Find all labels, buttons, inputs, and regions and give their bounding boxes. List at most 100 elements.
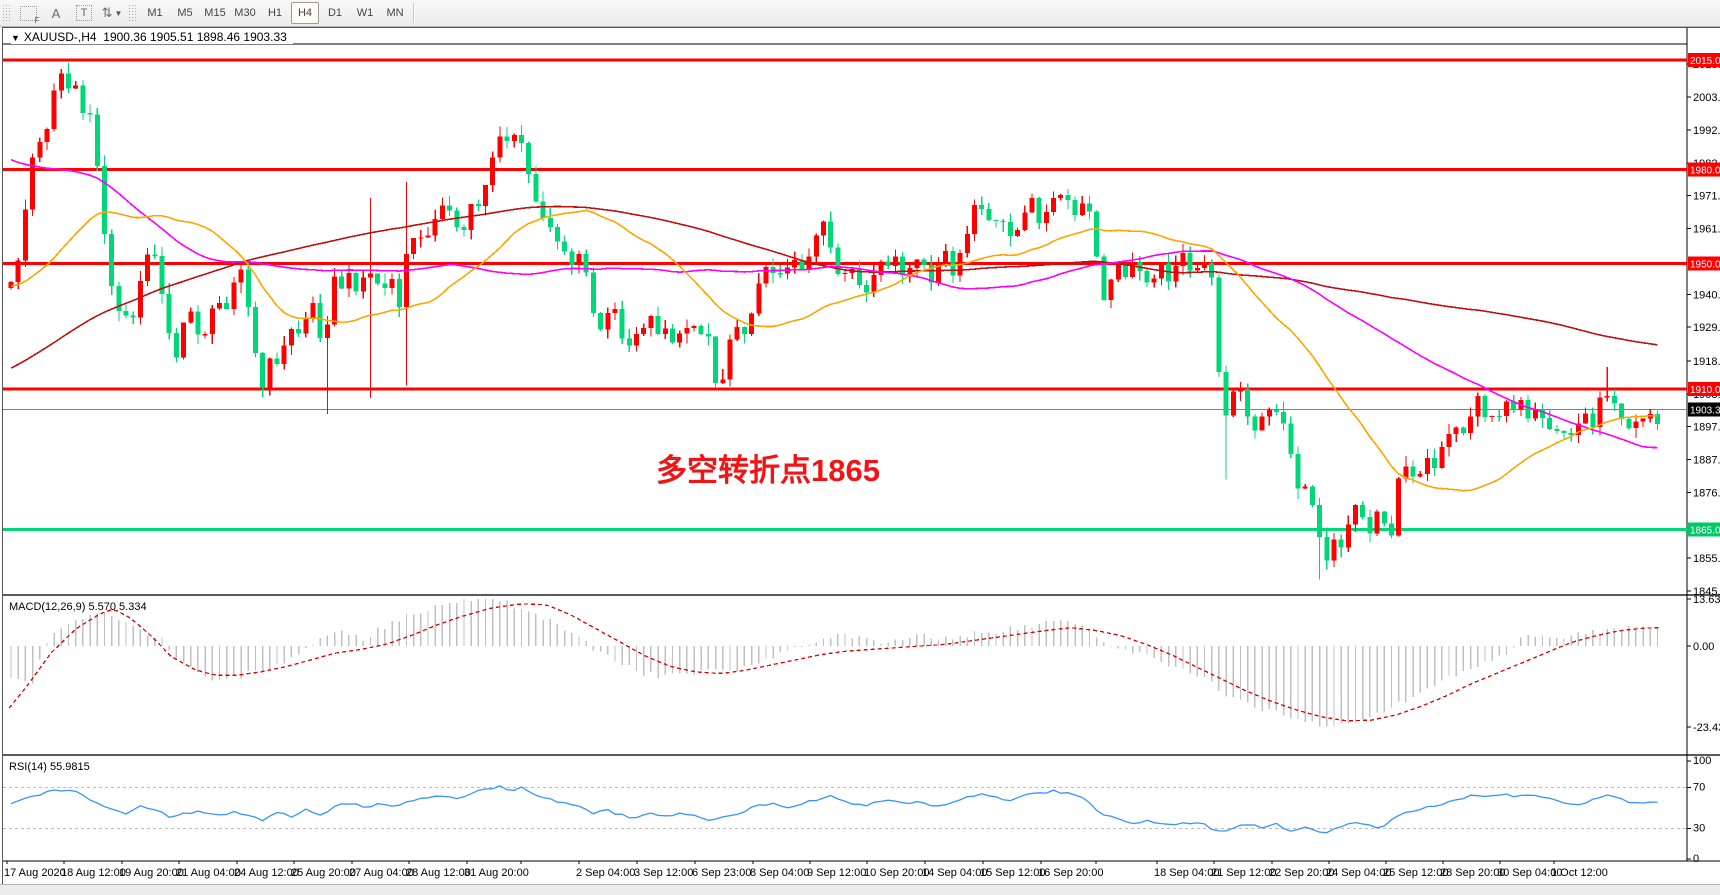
price-axis: 2013.72003.21992.71982.21971.71961.21940…	[1687, 53, 1720, 865]
time-tick-label: 21 Aug 04:00	[176, 867, 241, 879]
timeframe-button-H1[interactable]: H1	[267, 7, 283, 19]
level-price-label-1950.00: 1950.00	[1690, 260, 1720, 271]
chart-symbol-title: XAUUSD-,H4	[23, 30, 97, 44]
text-label-button[interactable]: T	[71, 2, 97, 24]
rsi-line	[10, 785, 1658, 834]
text-t-icon: T	[76, 5, 92, 21]
horizontal-level-lines	[3, 58, 1687, 532]
level-price-label-1865.00: 1865.00	[1690, 526, 1720, 537]
price-tick-label: 1940.2	[1693, 289, 1720, 301]
time-tick-label: 10 Sep 20:00	[864, 867, 929, 879]
time-tick-label: 8 Sep 04:00	[750, 867, 809, 879]
arrows-icon: ⇅	[101, 5, 113, 20]
rsi-tick-label: 70	[1693, 782, 1705, 794]
panel-frames	[3, 28, 1720, 862]
time-tick-label: 25 Aug 20:00	[291, 867, 356, 879]
rsi-panel: RSI(14) 55.9815	[3, 761, 1687, 834]
price-tick-label: 1887.4	[1693, 455, 1720, 467]
time-tick-label: 6 Sep 23:00	[692, 867, 751, 879]
timeframe-button-D1[interactable]: D1	[327, 7, 343, 19]
macd-tick-label: 13.632	[1693, 594, 1720, 606]
time-tick-label: 18 Aug 12:00	[61, 867, 126, 879]
chart-window[interactable]: ▼ XAUUSD-,H4 1900.36 1905.51 1898.46 1903…	[2, 27, 1720, 886]
time-tick-label: 19 Aug 20:00	[119, 867, 184, 879]
timeframe-button-M1[interactable]: M1	[147, 7, 163, 19]
ma-fast-line	[10, 209, 1658, 492]
candles-group	[8, 62, 1661, 580]
time-tick-label: 22 Sep 20:00	[1269, 867, 1334, 879]
chart-title-bar: ▼ XAUUSD-,H4 1900.36 1905.51 1898.46 1903…	[11, 30, 293, 44]
price-tick-label: 1855.9	[1693, 553, 1720, 565]
time-tick-label: 21 Sep 12:00	[1211, 867, 1276, 879]
price-tick-label: 2003.2	[1693, 92, 1720, 104]
level-price-label-2015.00: 2015.00	[1690, 56, 1720, 67]
time-tick-label: 9 Sep 12:00	[807, 867, 866, 879]
grid-icon	[19, 5, 40, 25]
price-tick-label: 1992.7	[1693, 125, 1720, 137]
level-price-label-1980.00: 1980.00	[1690, 166, 1720, 177]
macd-tick-label: 0.00	[1693, 641, 1714, 653]
level-price-label-1950.00-box	[1688, 256, 1720, 271]
time-tick-label: 30 Sep 04:00	[1497, 867, 1562, 879]
ma-mid-line	[10, 158, 1658, 449]
price-tick-label: 1876.9	[1693, 487, 1720, 499]
crosshair-grid-button[interactable]	[15, 2, 41, 25]
time-tick-label: 16 Sep 20:00	[1038, 867, 1103, 879]
time-tick-label: 14 Sep 04:00	[922, 867, 987, 879]
level-price-label-1910.00-box	[1688, 381, 1720, 396]
level-price-label-1910.00: 1910.00	[1690, 385, 1720, 396]
chart-ohlc-values: 1900.36 1905.51 1898.46 1903.33	[103, 30, 287, 44]
price-tick-label: 1971.7	[1693, 191, 1720, 203]
current-price-label-box	[1688, 402, 1720, 417]
chart-canvas[interactable]: 多空转折点1865 MACD(12,26,9) 5.570 5.334 RSI(14…	[3, 28, 1720, 886]
chevron-down-icon: ▼	[114, 8, 123, 18]
timeframe-button-H4[interactable]: H4	[291, 2, 319, 24]
time-tick-label: 27 Aug 04:00	[349, 867, 414, 879]
toolbar-grip[interactable]	[2, 4, 10, 22]
moving-averages	[10, 158, 1658, 492]
macd-tick-label: -23.435	[1693, 722, 1720, 734]
timeframe-button-MN[interactable]: MN	[386, 7, 404, 19]
rsi-tick-label: 100	[1693, 755, 1711, 767]
price-tick-label: 1961.2	[1693, 224, 1720, 236]
window-bottom-strip	[0, 884, 1720, 895]
level-price-label-1865.00-box	[1688, 522, 1720, 537]
symbol-dropdown-icon[interactable]: ▼	[11, 33, 20, 43]
time-tick-label: 15 Sep 12:00	[980, 867, 1045, 879]
time-tick-label: 24 Sep 04:00	[1326, 867, 1391, 879]
level-price-label-1980.00-box	[1688, 162, 1720, 177]
top-toolbar: A T ⇅ ▼ M1 M5 M15 M30 H1 H4 D1 W1 MN	[0, 0, 1720, 27]
price-tick-label: 1897.9	[1693, 422, 1720, 434]
time-tick-label: 25 Sep 12:00	[1383, 867, 1448, 879]
ma-slow-line	[10, 205, 1658, 369]
price-tick-label: 1845.4	[1693, 586, 1720, 598]
font-a-icon: A	[51, 5, 61, 21]
timeframe-button-M30[interactable]: M30	[234, 7, 256, 19]
level-price-label-2015.00-box	[1688, 53, 1720, 68]
timeframe-buttons-group: M1 M5 M15 M30 H1 H4 D1 W1 MN	[140, 0, 410, 26]
rsi-tick-label: 0	[1693, 853, 1699, 865]
toolbar-separator	[413, 3, 414, 23]
timeframe-button-W1[interactable]: W1	[356, 7, 374, 19]
time-tick-label: 17 Aug 2020	[4, 867, 66, 879]
time-tick-label: 18 Sep 04:00	[1154, 867, 1219, 879]
chart-annotation-text: 多空转折点1865	[656, 453, 880, 488]
macd-label: MACD(12,26,9) 5.570 5.334	[9, 601, 147, 613]
time-tick-label: 1 Oct 12:00	[1551, 867, 1608, 879]
price-tick-label: 1929.7	[1693, 322, 1720, 334]
macd-panel: MACD(12,26,9) 5.570 5.334	[8, 599, 1660, 727]
cycle-arrows-button[interactable]: ⇅ ▼	[99, 2, 125, 24]
time-tick-label: 24 Aug 12:00	[234, 867, 299, 879]
timeframe-button-M15[interactable]: M15	[204, 7, 226, 19]
time-tick-label: 3 Sep 12:00	[634, 867, 693, 879]
price-tick-label: 1918.9	[1693, 356, 1720, 368]
rsi-label: RSI(14) 55.9815	[9, 761, 90, 773]
time-tick-label: 2 Sep 04:00	[576, 867, 635, 879]
toolbar-grip2[interactable]	[128, 4, 136, 22]
timeframe-button-M5[interactable]: M5	[177, 7, 193, 19]
rsi-tick-label: 30	[1693, 822, 1705, 834]
drawing-tools-group: A T ⇅ ▼	[14, 0, 126, 26]
font-tool-button[interactable]: A	[43, 2, 69, 24]
